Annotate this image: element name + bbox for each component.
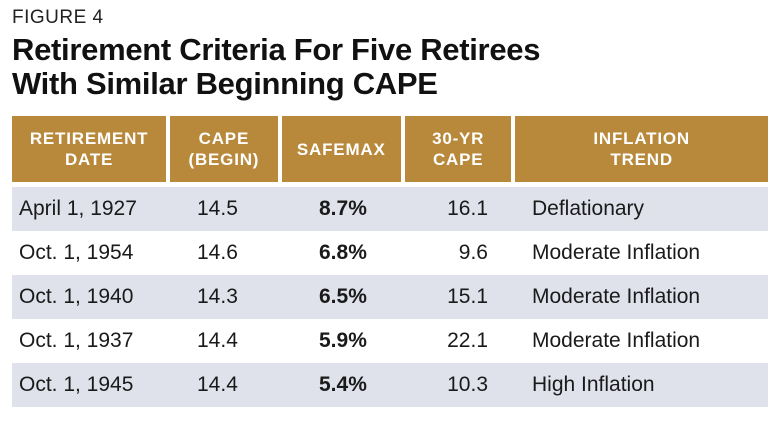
header-inflation-trend: INFLATION TREND <box>515 116 769 182</box>
table-row: Oct. 1, 1937 14.4 5.9% 22.1 Moderate Inf… <box>12 319 768 363</box>
cell-safemax: 5.9% <box>319 329 367 352</box>
cell-date: Oct. 1, 1945 <box>19 373 134 396</box>
cell-cape-begin: 14.4 <box>197 329 238 352</box>
cell-30yr-cape: 15.1 <box>447 285 488 308</box>
header-30yr-cape: 30-YR CAPE <box>404 116 512 182</box>
figure-label: FIGURE 4 <box>12 7 104 28</box>
header-label: CAPE <box>198 129 250 148</box>
cell-date: April 1, 1927 <box>19 197 137 220</box>
cell-cape-begin: 14.6 <box>197 241 238 264</box>
cell-safemax: 8.7% <box>319 197 367 220</box>
header-label: DATE <box>64 150 114 169</box>
cell-inflation-trend: Moderate Inflation <box>532 241 701 264</box>
cell-30yr-cape: 16.1 <box>447 197 488 220</box>
header-safemax: SAFEMAX <box>281 116 401 182</box>
cell-cape-begin: 14.3 <box>197 285 238 308</box>
header-label: INFLATION <box>593 129 690 148</box>
cell-inflation-trend: Deflationary <box>532 197 645 220</box>
table-row: April 1, 1927 14.5 8.7% 16.1 Deflationar… <box>12 187 768 231</box>
cell-30yr-cape: 10.3 <box>447 373 488 396</box>
header-label: 30-YR <box>432 129 485 148</box>
cell-cape-begin: 14.5 <box>197 197 238 220</box>
cell-safemax: 6.5% <box>319 285 367 308</box>
cell-cape-begin: 14.4 <box>197 373 238 396</box>
cell-date: Oct. 1, 1940 <box>19 285 134 308</box>
cell-inflation-trend: Moderate Inflation <box>532 329 701 352</box>
cell-date: Oct. 1, 1937 <box>19 329 134 352</box>
header-label: SAFEMAX <box>296 139 386 159</box>
cell-safemax: 5.4% <box>319 373 367 396</box>
title-line-1: Retirement Criteria For Five Retirees <box>12 32 541 67</box>
header-label: (BEGIN) <box>188 150 260 169</box>
header-label: RETIREMENT <box>29 129 149 148</box>
cell-date: Oct. 1, 1954 <box>19 241 134 264</box>
cell-30yr-cape: 22.1 <box>447 329 488 352</box>
table-header: RETIREMENT DATE CAPE (BEGIN) SAFEMAX 30-YR… <box>12 116 769 182</box>
header-label: CAPE <box>432 150 484 169</box>
cell-safemax: 6.8% <box>319 241 367 264</box>
table-row: Oct. 1, 1954 14.6 6.8% 9.6 Moderate Infl… <box>12 231 768 275</box>
retirement-criteria-table: RETIREMENT DATE CAPE (BEGIN) SAFEMAX 30-YR… <box>12 116 769 407</box>
title-line-2: With Similar Beginning CAPE <box>12 66 438 101</box>
cell-30yr-cape: 9.6 <box>458 241 488 264</box>
cell-inflation-trend: Moderate Inflation <box>532 285 701 308</box>
cell-inflation-trend: High Inflation <box>532 373 655 396</box>
figure-title: Retirement Criteria For Five Retirees Wi… <box>12 33 540 101</box>
table-row: Oct. 1, 1945 14.4 5.4% 10.3 High Inflati… <box>12 363 768 407</box>
table-row: Oct. 1, 1940 14.3 6.5% 15.1 Moderate Inf… <box>12 275 768 319</box>
header-cape-begin: CAPE (BEGIN) <box>170 116 278 182</box>
header-retirement-date: RETIREMENT DATE <box>12 116 167 182</box>
header-label: TREND <box>610 150 673 169</box>
